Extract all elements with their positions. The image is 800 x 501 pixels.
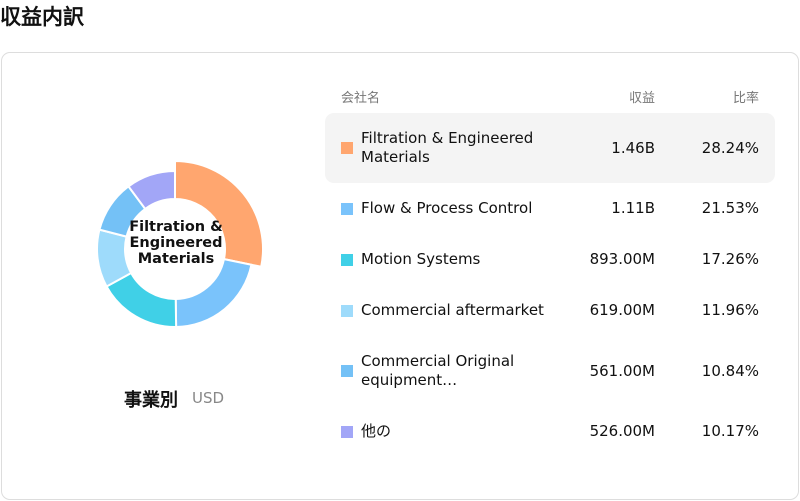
ratio: 28.24%	[701, 138, 759, 157]
table-row[interactable]: Commercial aftermarket 619.00M 11.96%	[325, 285, 775, 336]
segment-name: Commercial aftermarket	[361, 301, 544, 319]
segment-name: Filtration & Engineered Materials	[361, 129, 534, 166]
ratio: 10.84%	[701, 361, 759, 380]
chart-subtitle: 事業別	[124, 390, 178, 411]
donut-center-label: Filtration & Engineered Materials	[129, 219, 223, 267]
revenue: 1.46B	[611, 138, 655, 157]
column-header: 収益	[628, 91, 655, 106]
table-row[interactable]: Commercial Original equipment… 561.00M 10.…	[325, 336, 775, 406]
segment-name: Flow & Process Control	[361, 199, 533, 217]
unit-label: USD	[192, 389, 225, 407]
table-row[interactable]: Filtration & Engineered Materials 1.46B 28…	[325, 113, 775, 183]
segment-name: 他の	[361, 422, 392, 440]
legend-swatch	[341, 425, 353, 438]
table: Filtration & Engineered Materials 1.46B 28…	[325, 113, 775, 457]
legend-swatch	[341, 304, 353, 317]
legend-swatch	[341, 202, 353, 215]
ratio: 17.26%	[701, 250, 759, 268]
segment-name: Commercial Original equipment…	[361, 352, 515, 389]
donut-slice[interactable]	[174, 257, 253, 329]
donut-slice[interactable]	[174, 159, 264, 268]
revenue: 1.11B	[611, 199, 655, 217]
ratio: 11.96%	[701, 301, 759, 319]
revenue: 526.00M	[589, 422, 655, 440]
column-header: 比率	[732, 91, 759, 106]
column-header: 会社名	[341, 91, 381, 106]
donut-slice[interactable]	[127, 169, 176, 211]
legend-swatch	[341, 142, 353, 154]
revenue: 893.00M	[589, 250, 655, 268]
page-title: 収益内訳	[0, 5, 84, 29]
segment-name: Motion Systems	[361, 250, 481, 268]
table-row[interactable]: 他の 526.00M 10.17%	[325, 406, 775, 457]
legend-swatch	[341, 365, 353, 377]
revenue: 561.00M	[589, 361, 655, 380]
table-row[interactable]: Flow & Process Control 1.11B 21.53%	[325, 183, 775, 234]
ratio: 21.53%	[701, 199, 759, 217]
revenue: 619.00M	[589, 301, 655, 319]
card	[1, 52, 799, 500]
legend-swatch	[341, 253, 353, 266]
table-row[interactable]: Motion Systems 893.00M 17.26%	[325, 234, 775, 285]
ratio: 10.17%	[701, 422, 759, 440]
